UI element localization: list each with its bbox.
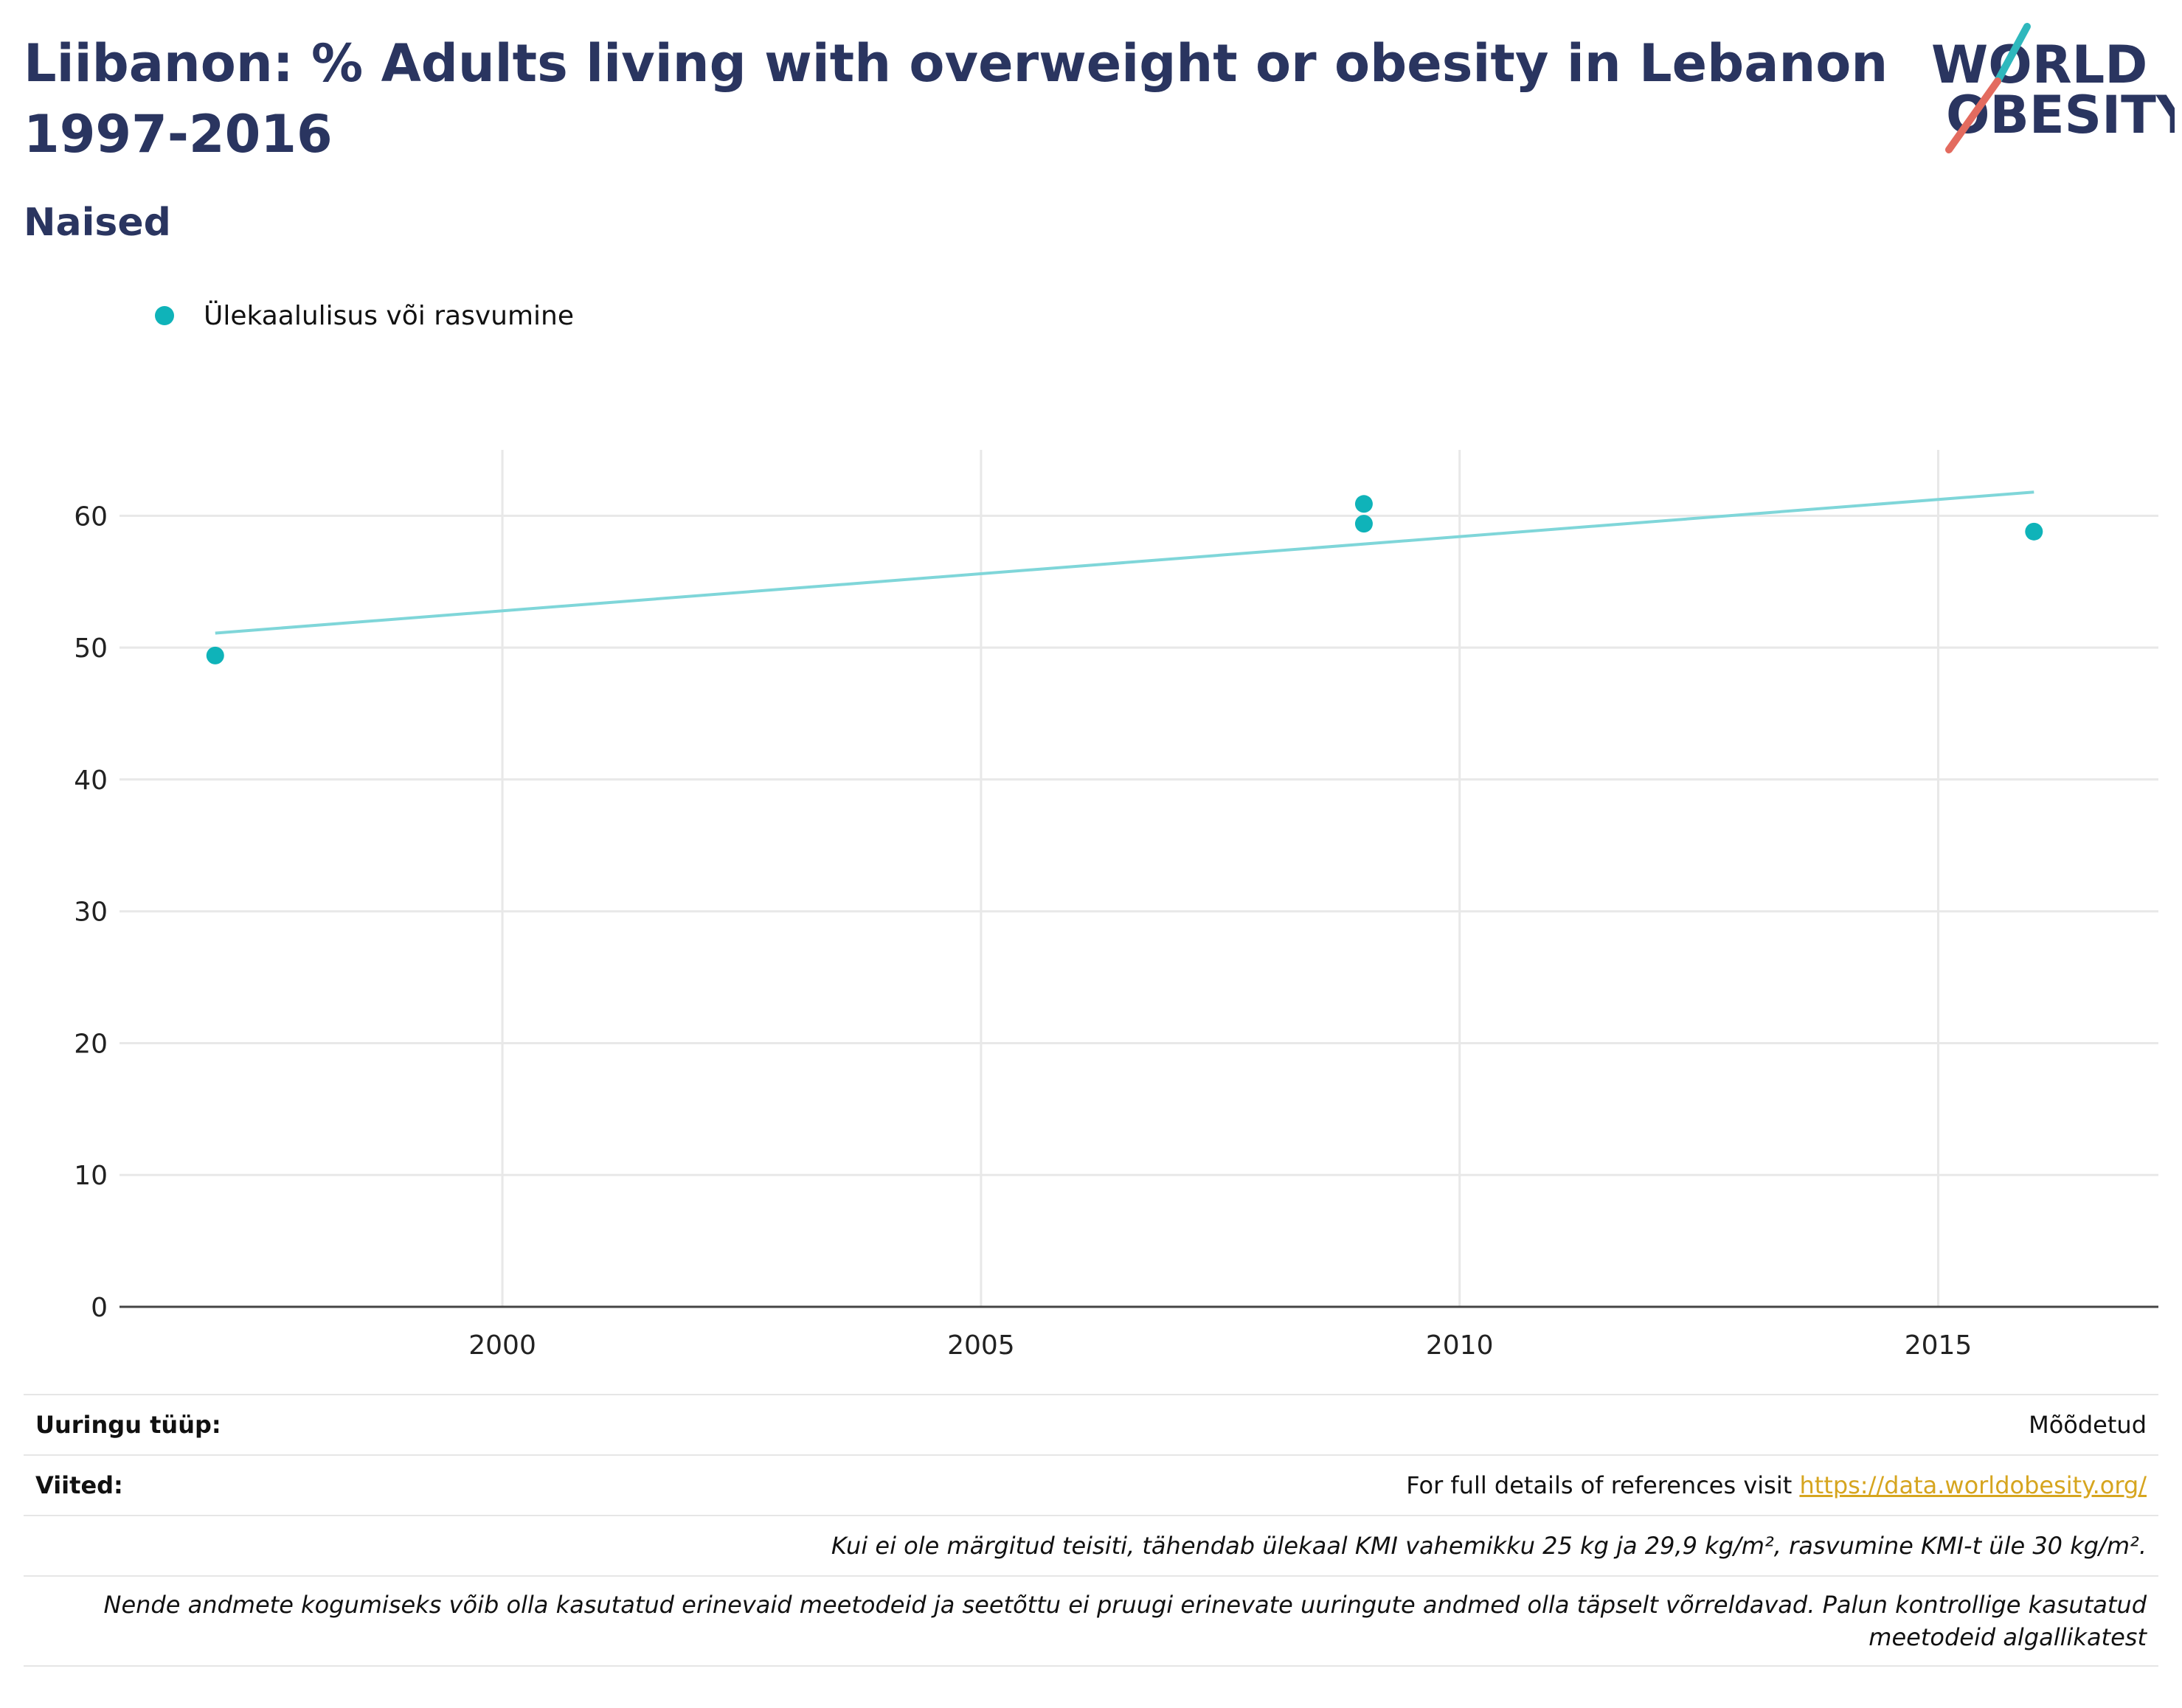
data-point [206,646,224,664]
logo-slash-teal [1994,23,2031,85]
data-point [2025,522,2043,541]
data-point [1354,495,1373,513]
info-row-note-1: Kui ei ole märgitud teisiti, tähendab ül… [24,1515,2158,1575]
trend-line [215,490,2034,635]
info-row-references: Viited: For full details of references v… [24,1454,2158,1515]
logo-text-world: WORLD [1931,35,2147,95]
y-tick-label: 30 [74,898,108,928]
y-tick-label: 0 [91,1293,108,1323]
info-row-survey-type: Uuringu tüüp: Mõõdetud [24,1394,2158,1454]
survey-type-value: Mõõdetud [2029,1411,2147,1439]
chart-title: Liibanon: % Adults living with overweigh… [24,33,1888,164]
x-tick-label: 2010 [1426,1330,1494,1361]
logo-slash-red [1945,77,2001,153]
chart-legend[interactable]: Ülekaalulisus või rasvumine [155,295,574,336]
y-tick-label: 20 [74,1029,108,1059]
chart-plot: 0 10 20 30 40 50 60 2000 2005 2010 2015 [74,450,2158,1361]
legend-label: Ülekaalulisus või rasvumine [204,300,574,331]
methodology-note: Nende andmete kogumiseks võib olla kasut… [103,1591,2147,1651]
references-label: Viited: [35,1471,123,1499]
y-tick-label: 40 [74,766,108,796]
x-tick-label: 2005 [947,1330,1015,1361]
references-link[interactable]: https://data.worldobesity.org/ [1799,1471,2147,1499]
info-row-note-2: Nende andmete kogumiseks võib olla kasut… [24,1575,2158,1667]
references-text: For full details of references visit [1406,1471,1800,1499]
data-point [1354,515,1373,533]
chart-subtitle: Naised [24,201,171,245]
x-tick-label: 2015 [1905,1330,1973,1361]
survey-type-label: Uuringu tüüp: [35,1411,221,1439]
y-tick-label: 60 [74,501,108,532]
info-table: Uuringu tüüp: Mõõdetud Viited: For full … [24,1394,2158,1667]
y-tick-label: 10 [74,1161,108,1191]
legend-marker [155,306,174,325]
x-tick-label: 2000 [468,1330,536,1361]
logo-text-obesity: OBESITY [1946,85,2175,145]
references-value: For full details of references visit htt… [1406,1471,2147,1499]
y-tick-label: 50 [74,633,108,664]
definition-note: Kui ei ole märgitud teisiti, tähendab ül… [831,1532,2147,1560]
world-obesity-logo: WORLD OBESITY [1931,23,2175,153]
